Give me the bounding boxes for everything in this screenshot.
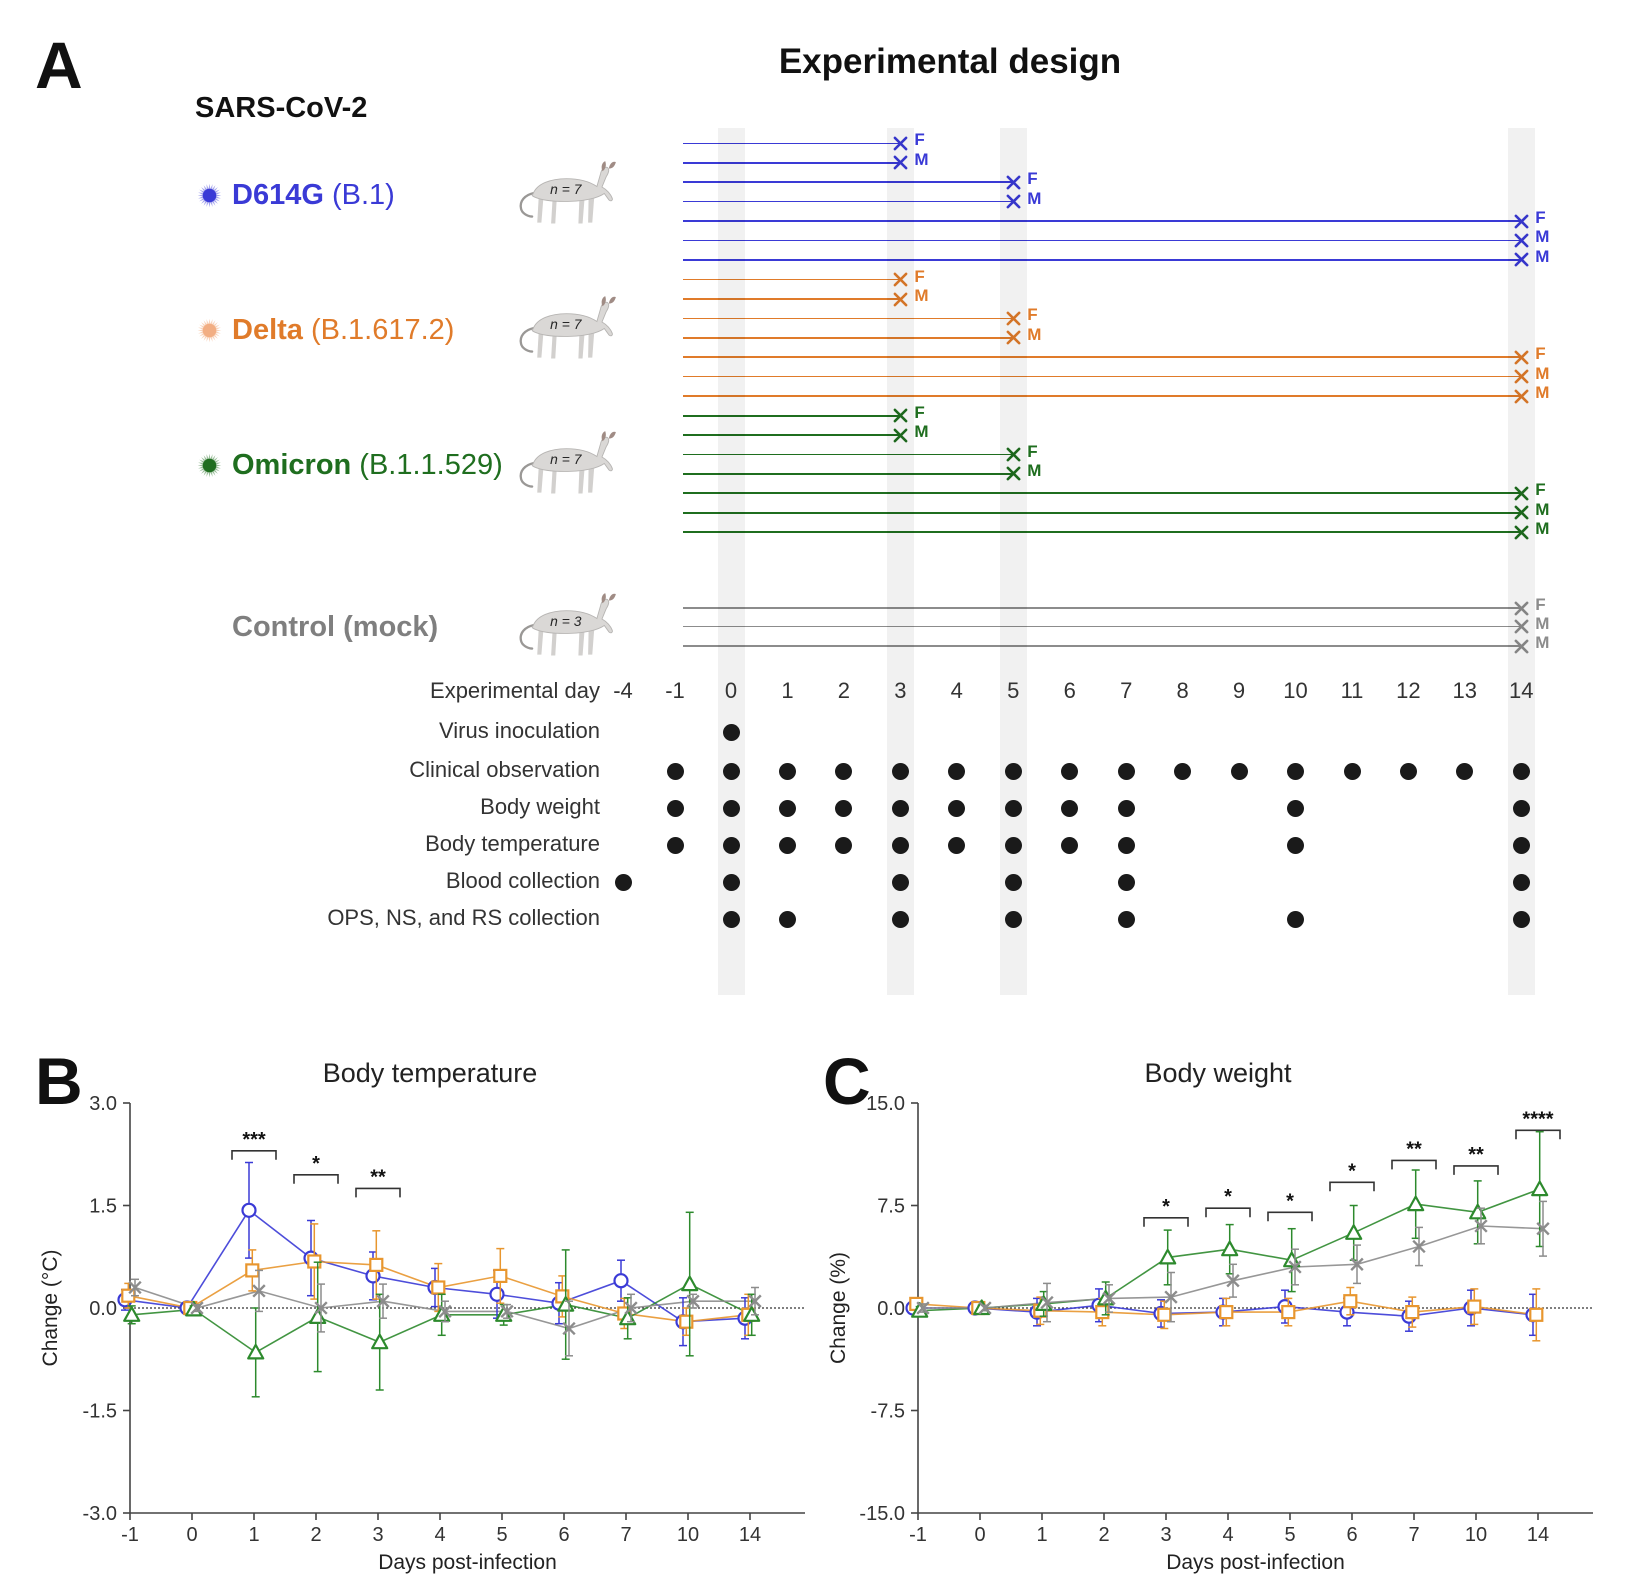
svg-text:***: ***: [242, 1129, 266, 1151]
svg-text:0.0: 0.0: [877, 1298, 905, 1320]
svg-text:5: 5: [496, 1524, 507, 1546]
svg-text:3.0: 3.0: [89, 1093, 117, 1115]
svg-text:6: 6: [1346, 1524, 1357, 1546]
svg-text:Change (°C): Change (°C): [39, 1250, 62, 1367]
svg-text:2: 2: [310, 1524, 321, 1546]
svg-text:n = 7: n = 7: [550, 181, 583, 197]
svg-text:n = 7: n = 7: [550, 451, 583, 467]
svg-text:2: 2: [1098, 1524, 1109, 1546]
svg-text:*: *: [1162, 1196, 1170, 1218]
svg-text:Days post-infection: Days post-infection: [378, 1551, 557, 1574]
svg-text:7: 7: [1408, 1524, 1419, 1546]
svg-text:*: *: [1348, 1160, 1356, 1182]
svg-text:-7.5: -7.5: [871, 1401, 905, 1423]
svg-text:7.5: 7.5: [877, 1196, 905, 1218]
svg-text:1: 1: [1036, 1524, 1047, 1546]
svg-text:-15.0: -15.0: [859, 1503, 905, 1525]
svg-text:-1.5: -1.5: [83, 1401, 117, 1423]
svg-text:0: 0: [974, 1524, 985, 1546]
svg-text:7: 7: [620, 1524, 631, 1546]
svg-text:4: 4: [434, 1524, 445, 1546]
svg-text:n = 3: n = 3: [550, 613, 582, 629]
svg-text:-1: -1: [121, 1524, 139, 1546]
svg-text:15.0: 15.0: [866, 1093, 905, 1115]
svg-text:n = 7: n = 7: [550, 316, 583, 332]
svg-text:6: 6: [558, 1524, 569, 1546]
svg-text:*: *: [1224, 1186, 1232, 1208]
svg-text:5: 5: [1284, 1524, 1295, 1546]
svg-text:10: 10: [1465, 1524, 1487, 1546]
svg-text:Days post-infection: Days post-infection: [1166, 1551, 1345, 1574]
svg-text:*: *: [1286, 1190, 1294, 1212]
svg-text:**: **: [1468, 1144, 1484, 1166]
svg-text:Body weight: Body weight: [1144, 1058, 1292, 1088]
svg-text:1.5: 1.5: [89, 1196, 117, 1218]
svg-text:-3.0: -3.0: [83, 1503, 117, 1525]
svg-text:****: ****: [1522, 1108, 1553, 1130]
svg-text:3: 3: [1160, 1524, 1171, 1546]
svg-text:10: 10: [677, 1524, 699, 1546]
svg-text:**: **: [370, 1166, 386, 1188]
svg-text:-1: -1: [909, 1524, 927, 1546]
svg-text:Change (%): Change (%): [827, 1252, 850, 1364]
svg-text:14: 14: [1527, 1524, 1549, 1546]
svg-text:4: 4: [1222, 1524, 1233, 1546]
svg-text:0: 0: [186, 1524, 197, 1546]
svg-text:Body temperature: Body temperature: [323, 1058, 538, 1088]
svg-text:1: 1: [248, 1524, 259, 1546]
svg-text:0.0: 0.0: [89, 1298, 117, 1320]
svg-text:14: 14: [739, 1524, 761, 1546]
svg-text:*: *: [312, 1153, 320, 1175]
svg-text:3: 3: [372, 1524, 383, 1546]
svg-text:**: **: [1406, 1138, 1422, 1160]
